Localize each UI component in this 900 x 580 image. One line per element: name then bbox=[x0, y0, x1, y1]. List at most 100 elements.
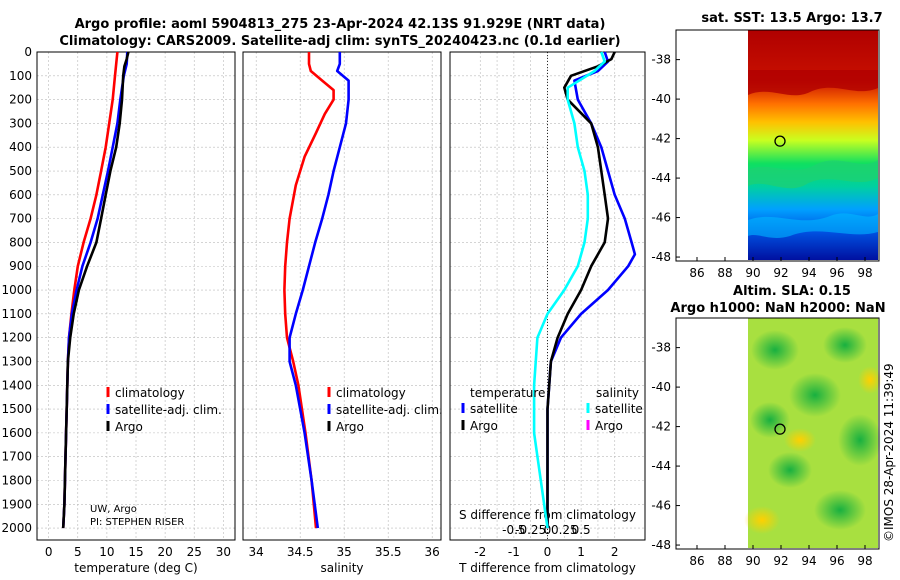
y-tick-label: 1700 bbox=[1, 450, 32, 464]
series-line bbox=[546, 51, 616, 529]
plot-frame bbox=[242, 51, 442, 541]
map-x-tick-label: 92 bbox=[773, 554, 788, 568]
sla-low-6 bbox=[768, 452, 812, 488]
legend-label: climatology bbox=[336, 386, 406, 400]
credit-block: UW, Argo PI: STEPHEN RISER bbox=[90, 504, 184, 528]
map-y-tick-label: -44 bbox=[651, 459, 671, 473]
map-y-tick-label: -38 bbox=[651, 53, 671, 67]
sst-front-patch bbox=[748, 160, 878, 189]
sst-cool-patch bbox=[748, 213, 878, 238]
x-tick-label: 5 bbox=[74, 545, 82, 559]
map-x-tick-label: 94 bbox=[801, 266, 816, 280]
map-y-tick-label: -46 bbox=[651, 211, 671, 225]
sst-float-marker bbox=[774, 135, 786, 147]
map-x-tick-label: 86 bbox=[689, 554, 704, 568]
sla-low-4 bbox=[750, 402, 790, 438]
sla-map-panel: Altim. SLA: 0.15 Argo h1000: NaN h2000: … bbox=[651, 284, 885, 568]
map-y-tick-label: -40 bbox=[651, 92, 671, 106]
sst-map-frame bbox=[675, 29, 880, 262]
sla-low-1 bbox=[751, 330, 799, 370]
y-tick-label: 1500 bbox=[1, 402, 32, 416]
map-y-tick-label: -40 bbox=[651, 380, 671, 394]
s-tick-label: 0 bbox=[544, 523, 552, 537]
legend-label: satellite bbox=[470, 402, 518, 416]
legend-header-salinity: salinity bbox=[596, 386, 639, 400]
series-line bbox=[61, 51, 130, 529]
difference-panel: -2 -1 0 1 2-0.5-0.250 0.250.5S difference fro… bbox=[449, 51, 646, 575]
x-tick-label: 34 bbox=[249, 545, 264, 559]
legend-label: Argo bbox=[115, 420, 143, 434]
map-y-tick-label: -42 bbox=[651, 132, 671, 146]
series-line bbox=[288, 52, 350, 529]
map-x-tick-label: 90 bbox=[745, 266, 760, 280]
sla-high-1 bbox=[784, 428, 816, 452]
s-tick-label: 0.25 bbox=[551, 523, 578, 537]
x-tick-label: 35.5 bbox=[375, 545, 402, 559]
y-tick-label: 300 bbox=[9, 116, 32, 130]
x-tick-label: -2 bbox=[474, 545, 486, 559]
map-y-tick-label: -48 bbox=[651, 538, 671, 552]
sla-low-5 bbox=[838, 414, 882, 466]
sla-map-frame bbox=[675, 317, 880, 550]
x-tick-label: 35 bbox=[337, 545, 352, 559]
x-tick-label: 20 bbox=[157, 545, 172, 559]
y-tick-label: 1600 bbox=[1, 426, 32, 440]
pi-credit: PI: STEPHEN RISER bbox=[90, 517, 184, 528]
map-x-tick-label: 88 bbox=[717, 266, 732, 280]
y-tick-label: 800 bbox=[9, 235, 32, 249]
sla-low-3 bbox=[789, 373, 841, 417]
salinity-panel: 34 34.5 35 35.5 36 salinity climatology satelli… bbox=[242, 51, 443, 575]
sla-low-2 bbox=[823, 327, 867, 363]
y-tick-label: 0 bbox=[24, 45, 32, 59]
map-x-tick-label: 96 bbox=[829, 554, 844, 568]
x-tick-label: 2 bbox=[611, 545, 619, 559]
map-y-tick-label: -44 bbox=[651, 171, 671, 185]
x-tick-label: 25 bbox=[187, 545, 202, 559]
series-line bbox=[283, 52, 335, 529]
map-x-tick-label: 90 bbox=[745, 554, 760, 568]
legend-label: satellite-adj. clim. bbox=[336, 403, 443, 417]
legend-label: satellite-adj. clim. bbox=[115, 403, 222, 417]
s-tick-label: -0.25 bbox=[515, 523, 546, 537]
y-tick-label: 700 bbox=[9, 212, 32, 226]
sla-float-marker bbox=[774, 423, 786, 435]
title-line-2: Climatology: CARS2009. Satellite-adj cli… bbox=[59, 34, 620, 49]
y-tick-label: 200 bbox=[9, 93, 32, 107]
institution-credit: UW, Argo bbox=[90, 504, 137, 515]
y-tick-label: 1900 bbox=[1, 497, 32, 511]
map-x-tick-label: 86 bbox=[689, 266, 704, 280]
sst-map-panel: sat. SST: 13.5 Argo: 13.7 86 88 90 92 94 96 98… bbox=[651, 11, 882, 280]
legend-label: climatology bbox=[115, 386, 185, 400]
y-tick-label: 1300 bbox=[1, 354, 32, 368]
x-tick-label: 1 bbox=[577, 545, 585, 559]
y-tick-label: 500 bbox=[9, 164, 32, 178]
x-axis-label: salinity bbox=[320, 561, 363, 575]
x-tick-label: 0 bbox=[45, 545, 53, 559]
y-tick-label: 900 bbox=[9, 259, 32, 273]
x-tick-label: 34.5 bbox=[287, 545, 314, 559]
sst-map-axes: 86 88 90 92 94 96 98 -38 -40 -42 -44 -46 -48 bbox=[651, 53, 872, 280]
y-tick-label: 1000 bbox=[1, 283, 32, 297]
x-tick-label: 36 bbox=[425, 545, 440, 559]
map-y-tick-label: -38 bbox=[651, 341, 671, 355]
x-axis-label: temperature (deg C) bbox=[74, 561, 197, 575]
y-tick-label: 1200 bbox=[1, 331, 32, 345]
y-tick-label: 2000 bbox=[1, 521, 32, 535]
x-tick-label: 15 bbox=[128, 545, 143, 559]
map-x-tick-label: 88 bbox=[717, 554, 732, 568]
x-tick-label: 30 bbox=[216, 545, 231, 559]
map-x-tick-label: 96 bbox=[829, 266, 844, 280]
s-tick-label: 0.5 bbox=[572, 523, 591, 537]
y-tick-label: 600 bbox=[9, 188, 32, 202]
map-x-tick-label: 98 bbox=[857, 266, 872, 280]
sla-high-2 bbox=[744, 506, 780, 534]
y-tick-label: 1100 bbox=[1, 307, 32, 321]
sla-high-3 bbox=[858, 366, 882, 394]
legend-label: Argo bbox=[336, 420, 364, 434]
x-axis-label: T difference from climatology bbox=[458, 561, 636, 575]
y-tick-label: 400 bbox=[9, 140, 32, 154]
map-x-tick-label: 98 bbox=[857, 554, 872, 568]
sla-map-axes: 86 88 90 92 94 96 98 -38 -40 -42 -44 -46 -48 bbox=[651, 341, 872, 568]
x-tick-label: 0 bbox=[544, 545, 552, 559]
